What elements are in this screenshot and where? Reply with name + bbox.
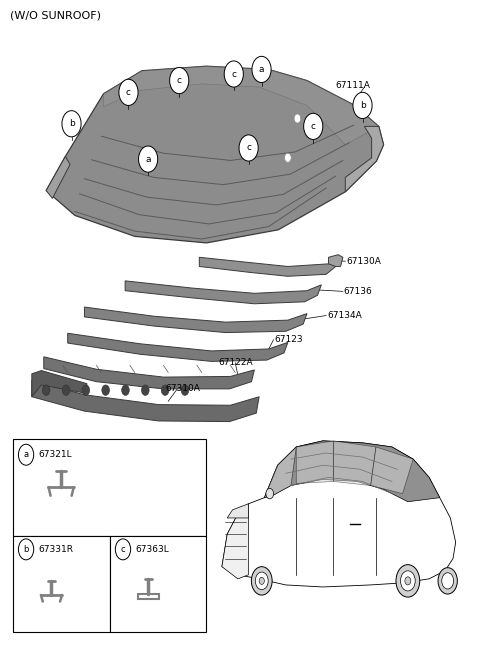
Polygon shape <box>222 441 456 587</box>
Polygon shape <box>44 357 254 389</box>
Circle shape <box>266 488 274 499</box>
Circle shape <box>115 539 131 560</box>
Polygon shape <box>334 441 376 485</box>
Polygon shape <box>296 441 334 483</box>
Circle shape <box>18 444 34 465</box>
Circle shape <box>142 385 149 396</box>
Circle shape <box>400 571 415 591</box>
Text: a: a <box>259 65 264 74</box>
Circle shape <box>259 577 264 584</box>
Text: 67130A: 67130A <box>346 256 381 266</box>
Circle shape <box>181 385 189 396</box>
Circle shape <box>121 385 129 396</box>
Circle shape <box>255 572 268 590</box>
Circle shape <box>18 539 34 560</box>
Text: 67363L: 67363L <box>135 545 168 554</box>
Text: b: b <box>360 101 365 110</box>
Polygon shape <box>345 127 384 192</box>
Polygon shape <box>32 380 259 422</box>
Circle shape <box>442 573 454 589</box>
Circle shape <box>224 61 243 87</box>
Text: b: b <box>24 545 29 554</box>
Circle shape <box>161 385 169 396</box>
Bar <box>12 536 109 632</box>
Text: 67331R: 67331R <box>38 545 73 554</box>
Circle shape <box>62 111 81 137</box>
Circle shape <box>294 114 301 123</box>
Text: 67136: 67136 <box>344 287 372 296</box>
Circle shape <box>396 565 420 597</box>
Polygon shape <box>84 307 307 333</box>
Polygon shape <box>371 447 413 493</box>
Circle shape <box>285 154 291 163</box>
Polygon shape <box>199 257 338 276</box>
Circle shape <box>119 79 138 106</box>
Circle shape <box>252 56 271 83</box>
Circle shape <box>239 135 258 161</box>
Text: (W/O SUNROOF): (W/O SUNROOF) <box>10 10 101 20</box>
Circle shape <box>169 68 189 94</box>
Bar <box>12 440 206 536</box>
Polygon shape <box>264 447 296 498</box>
Circle shape <box>82 385 90 396</box>
Text: c: c <box>231 70 236 79</box>
Circle shape <box>405 577 411 585</box>
Polygon shape <box>328 255 343 266</box>
Text: b: b <box>69 119 74 129</box>
Text: 67310A: 67310A <box>166 384 201 393</box>
Circle shape <box>42 385 50 396</box>
Polygon shape <box>68 333 288 361</box>
Text: c: c <box>120 545 125 554</box>
Text: c: c <box>177 76 182 85</box>
Text: 67122A: 67122A <box>218 358 253 367</box>
Polygon shape <box>264 441 440 502</box>
Circle shape <box>304 113 323 140</box>
Text: 67134A: 67134A <box>327 311 362 320</box>
Polygon shape <box>104 66 379 145</box>
Circle shape <box>353 92 372 119</box>
Circle shape <box>252 567 272 595</box>
Polygon shape <box>222 504 249 579</box>
Text: a: a <box>24 450 29 459</box>
Bar <box>109 536 206 632</box>
Circle shape <box>62 385 70 396</box>
Text: c: c <box>311 122 316 131</box>
Circle shape <box>438 567 457 594</box>
Text: 67321L: 67321L <box>38 450 72 459</box>
Circle shape <box>139 146 157 173</box>
Polygon shape <box>125 281 322 304</box>
Text: c: c <box>126 88 131 97</box>
Polygon shape <box>46 66 384 243</box>
Polygon shape <box>32 371 87 397</box>
Polygon shape <box>227 504 249 518</box>
Polygon shape <box>46 157 70 198</box>
Text: 67123: 67123 <box>275 335 303 344</box>
Text: c: c <box>246 144 251 152</box>
Text: a: a <box>145 155 151 163</box>
Text: 67111A: 67111A <box>336 81 371 91</box>
Circle shape <box>102 385 109 396</box>
